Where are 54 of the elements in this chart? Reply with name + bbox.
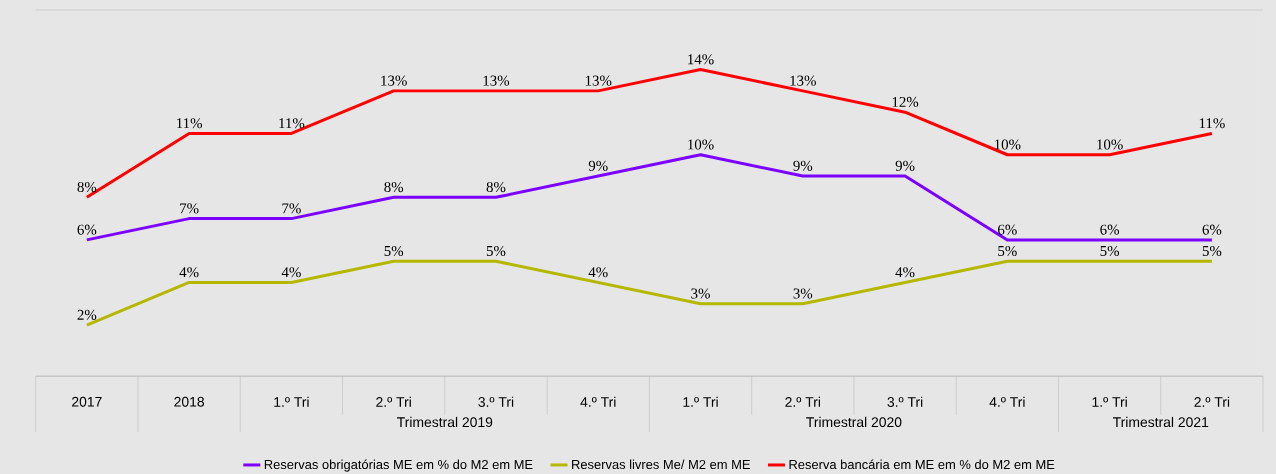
- text: Trimestral 2021: [1112, 416, 1209, 427]
- data-label: 3%: [691, 288, 710, 299]
- data-label: 9%: [793, 160, 813, 171]
- data-label: 4%: [588, 266, 608, 278]
- data-label: 13%: [585, 75, 612, 86]
- data-label: 10%: [1097, 139, 1123, 150]
- text: Trimestral 2019: [397, 416, 493, 427]
- data-label: 4%: [179, 266, 199, 278]
- text: Trimestral 2020: [806, 416, 902, 427]
- x-tick-label: 2018: [174, 396, 204, 407]
- data-label: 5%: [486, 245, 506, 256]
- data-label: 9%: [588, 160, 608, 171]
- data-label: 11%: [1199, 117, 1225, 129]
- x-tick-label: 2.º Tri: [1194, 396, 1230, 407]
- data-label: 8%: [384, 181, 404, 192]
- data-label: 13%: [790, 75, 816, 86]
- data-label: 5%: [384, 245, 404, 256]
- data-label: 6%: [77, 224, 97, 235]
- data-label: 11%: [177, 117, 203, 129]
- x-tick-label: 3.º Tri: [887, 396, 923, 407]
- x-tick-label: 1.º Tri: [274, 396, 309, 407]
- legend-label: Reserva bancária em ME em % do M2 em ME: [789, 459, 1055, 469]
- data-label: 7%: [282, 203, 301, 214]
- data-label: 8%: [486, 181, 506, 192]
- data-label: 5%: [998, 245, 1017, 256]
- data-label: 10%: [688, 139, 714, 150]
- x-tick-label: 4.º Tri: [989, 396, 1025, 407]
- data-label: 6%: [998, 224, 1017, 235]
- x-tick-label: 1.º Tri: [1092, 396, 1127, 407]
- data-label: 13%: [483, 75, 510, 86]
- legend-label: Reservas obrigatórias ME em % do M2 em ME: [264, 459, 533, 472]
- x-tick-label: 2.º Tri: [785, 396, 820, 407]
- data-label: 5%: [1202, 245, 1222, 256]
- data-label: 5%: [1100, 245, 1120, 256]
- data-label: 9%: [895, 160, 915, 171]
- data-label: 3%: [793, 288, 813, 299]
- x-tick-label: 2017: [72, 396, 102, 407]
- data-label: 11%: [279, 117, 305, 129]
- data-label: 8%: [77, 181, 97, 192]
- x-tick-label: 3.º Tri: [478, 396, 514, 407]
- data-label: 2%: [77, 309, 97, 320]
- x-tick-label: 1.º Tri: [683, 396, 718, 407]
- data-label: 6%: [1100, 224, 1120, 235]
- data-label: 10%: [994, 139, 1021, 150]
- legend-label: Reservas livres Me/ M2 em ME: [572, 459, 750, 469]
- data-label: 4%: [281, 266, 301, 278]
- data-label: 14%: [688, 54, 714, 65]
- x-tick-label: 4.º Tri: [580, 396, 616, 407]
- data-label: 4%: [895, 266, 915, 278]
- data-label: 13%: [381, 75, 407, 86]
- data-label: 7%: [180, 203, 199, 214]
- data-label: 12%: [892, 96, 919, 107]
- x-tick-label: 2.º Tri: [376, 396, 411, 407]
- data-label: 6%: [1202, 224, 1222, 235]
